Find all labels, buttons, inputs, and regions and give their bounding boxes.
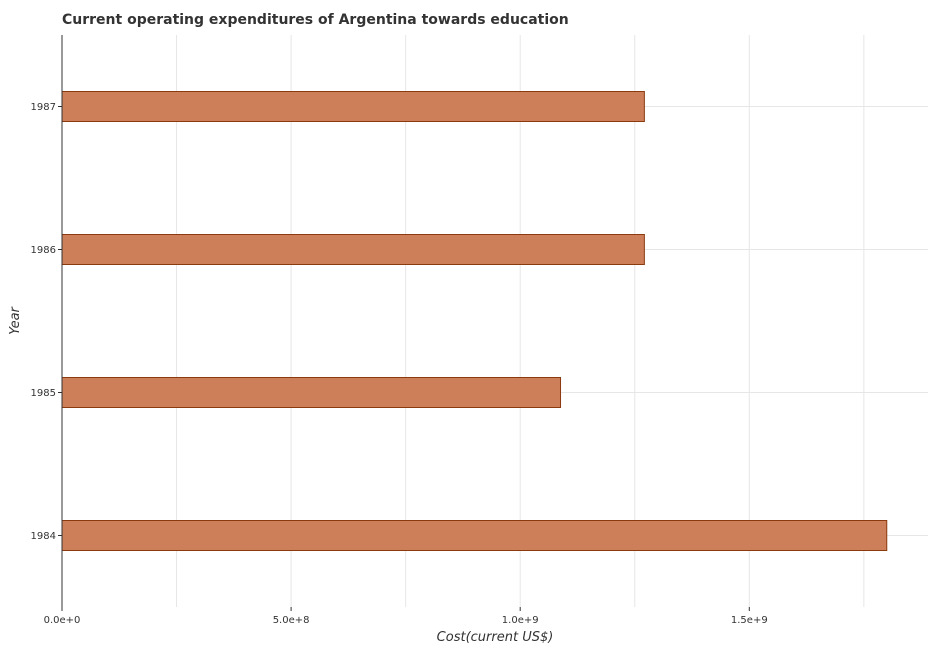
y-tick-label-1984: 1984	[31, 531, 56, 542]
y-tick-label-1987: 1987	[31, 102, 56, 113]
y-tick-labels: 1984 1985 1986 1987	[31, 102, 62, 542]
bar-1987	[61, 91, 645, 122]
x-tick-labels: 0.0e+0 5.0e+8 1.0e+9 1.5e+9	[44, 607, 768, 626]
bars	[61, 91, 888, 551]
x-axis-label: Cost(current US$)	[437, 630, 554, 645]
x-tick-label: 1.5e+9	[731, 615, 768, 626]
y-tick-label-1986: 1986	[31, 245, 56, 256]
y-tick-label-1985: 1985	[31, 388, 56, 399]
bar-1984	[61, 520, 888, 551]
bar-1985	[61, 377, 562, 408]
bar-1986	[61, 234, 645, 265]
x-tick-label: 1.0e+9	[502, 615, 539, 626]
chart-title: Current operating expenditures of Argent…	[62, 12, 569, 28]
x-tick-label: 5.0e+8	[273, 615, 310, 626]
x-tick-label: 0.0e+0	[44, 615, 81, 626]
y-axis-label: Year	[8, 305, 23, 334]
